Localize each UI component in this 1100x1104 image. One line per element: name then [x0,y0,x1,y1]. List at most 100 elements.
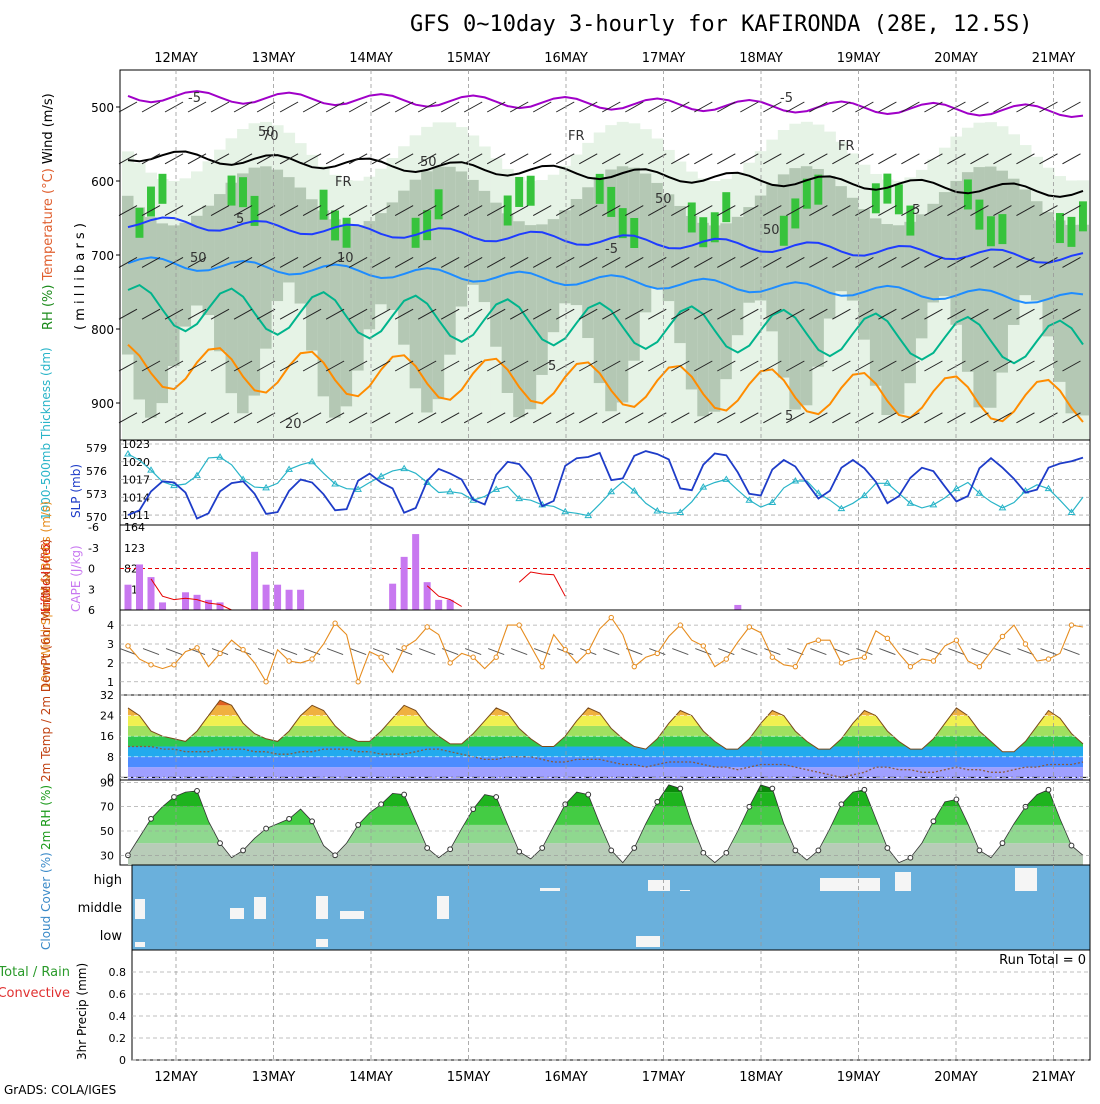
wind-barb [717,256,736,268]
wind-barb [948,648,965,656]
wind-barb [141,101,161,113]
wind-barb [371,412,391,424]
rh-band [731,216,744,336]
rh-band-high [618,208,627,239]
rh-band [191,215,204,306]
wind-barb [901,256,920,268]
y2-tick-label: 1023 [122,438,150,451]
wind-speed-point [424,624,430,630]
contour-label: 50 [420,155,437,170]
rh-band-high [1079,201,1087,232]
wind-barb [809,205,828,217]
wind-barb [1016,205,1035,217]
contour-label: 5 [548,359,556,374]
wind-speed-point [1022,641,1029,647]
rh-point [562,801,569,808]
wind-barb [302,412,322,424]
thickness-point [814,489,823,496]
rh-band [375,213,388,305]
wind-barb [625,153,644,165]
wind-barb [233,412,253,424]
wind-barb [511,648,528,656]
chart-title: GFS 0~10day 3-hourly for KAFIRONDA (28E,… [410,12,1033,37]
rh-band-high [158,173,167,204]
wind-barb [256,256,276,268]
wind-barb [970,308,989,320]
wind-barb [717,308,736,320]
wind-speed-point [907,663,914,670]
rh-band [202,205,215,316]
li-tick-label: -3 [88,542,99,555]
rh-band [467,179,480,285]
wind-barb [486,360,506,372]
wind-speed-point [976,663,983,670]
rh-band [559,210,572,304]
wind-barb [947,101,966,113]
wind-speed-point [240,646,246,653]
rh-point [378,801,385,808]
wind-barb [486,101,506,113]
wind-barb [279,205,299,217]
wind-barb [463,256,483,268]
contour-label: FR [568,129,585,144]
wind-speed-point [792,663,799,670]
wind-barb [532,205,552,217]
rh-band [478,190,491,303]
wind-speed-point [516,622,522,628]
wind-barb [947,412,966,424]
run-total-label: Run Total = 0 [999,953,1086,968]
wind-speed-point [217,650,223,657]
wind-barb [418,648,436,656]
y-tick-label: 30 [100,849,114,862]
rh-band [984,166,997,408]
wind-barb [463,153,483,165]
wind-barb [603,648,620,656]
wind-barb [210,308,230,320]
thickness-point [216,453,224,460]
rh-band-high [963,179,972,210]
dewpt-line [128,745,1084,779]
y-tick-label: 8 [107,751,114,764]
rh-band [1030,201,1043,301]
cape-bar [251,551,259,610]
rh-point [907,854,914,861]
temp-contour [127,90,1084,119]
wind-barb [164,153,184,165]
wind-speed-point [447,660,453,666]
thickness-point [561,507,570,515]
rh-band [892,225,905,414]
wind-barb [118,412,138,424]
wind-speed-point [493,654,499,660]
wind-barb [256,412,276,424]
wind-barb [947,256,966,268]
wind-barb [878,360,897,372]
rh-band [444,166,457,355]
panel-frame [119,439,1091,526]
cloud-mid-block [340,911,364,919]
y-axis-title: RH (%) Temperature (°C) Wind (m/s) [41,93,56,330]
wind-barb [786,101,805,113]
y2-tick-label: 1017 [122,474,150,487]
wind-speed-point [539,663,545,670]
rh-band [685,215,698,390]
rh-point [953,796,960,803]
wind-barb [279,101,299,113]
cloud-row-label: low [100,929,123,944]
wind-barb [118,101,138,113]
wind-barb [486,256,506,268]
wind-barb [740,153,759,165]
rh-band-high [975,199,984,230]
wind-barb [302,308,322,320]
wind-barb [993,101,1012,113]
wind-barb [417,308,437,320]
wind-barb [832,101,851,113]
wind-barb [832,153,851,165]
wind-barb [279,256,299,268]
temp-contour [127,150,1084,198]
wind-barb [233,308,253,320]
wind-barb [1039,412,1058,424]
thickness-point [446,487,455,495]
wind-barb [717,153,736,165]
wind-barb [671,256,690,268]
wind-speed-point [355,679,361,685]
